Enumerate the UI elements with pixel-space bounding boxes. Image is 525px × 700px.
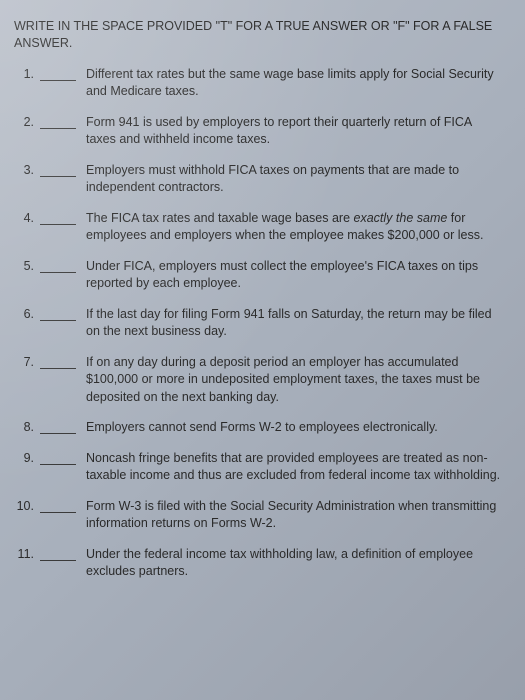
answer-blank[interactable]: [40, 421, 76, 434]
question-text: Under FICA, employers must collect the e…: [86, 258, 507, 293]
answer-blank[interactable]: [40, 308, 76, 321]
answer-blank[interactable]: [40, 500, 76, 513]
answer-blank[interactable]: [40, 116, 76, 129]
question-number: 11.: [14, 546, 40, 564]
answer-blank[interactable]: [40, 212, 76, 225]
question-number: 8.: [14, 419, 40, 437]
question-number: 5.: [14, 258, 40, 276]
question-item: 6. If the last day for filing Form 941 f…: [14, 306, 507, 341]
answer-blank[interactable]: [40, 548, 76, 561]
answer-blank[interactable]: [40, 260, 76, 273]
question-text: The FICA tax rates and taxable wage base…: [86, 210, 507, 245]
question-number: 4.: [14, 210, 40, 228]
question-item: 4. The FICA tax rates and taxable wage b…: [14, 210, 507, 245]
answer-blank[interactable]: [40, 452, 76, 465]
question-item: 2. Form 941 is used by employers to repo…: [14, 114, 507, 149]
question-text: Noncash fringe benefits that are provide…: [86, 450, 507, 485]
question-text: Employers must withhold FICA taxes on pa…: [86, 162, 507, 197]
question-text: If on any day during a deposit period an…: [86, 354, 507, 407]
question-item: 3. Employers must withhold FICA taxes on…: [14, 162, 507, 197]
question-number: 3.: [14, 162, 40, 180]
question-number: 2.: [14, 114, 40, 132]
question-item: 5. Under FICA, employers must collect th…: [14, 258, 507, 293]
question-text: Form W-3 is filed with the Social Securi…: [86, 498, 507, 533]
question-number: 7.: [14, 354, 40, 372]
question-text: Different tax rates but the same wage ba…: [86, 66, 507, 101]
question-text: If the last day for filing Form 941 fall…: [86, 306, 507, 341]
question-text: Form 941 is used by employers to report …: [86, 114, 507, 149]
answer-blank[interactable]: [40, 164, 76, 177]
instructions-text: WRITE IN THE SPACE PROVIDED "T" FOR A TR…: [14, 18, 507, 52]
question-item: 8. Employers cannot send Forms W-2 to em…: [14, 419, 507, 437]
question-number: 9.: [14, 450, 40, 468]
answer-blank[interactable]: [40, 68, 76, 81]
question-item: 7. If on any day during a deposit period…: [14, 354, 507, 407]
question-number: 10.: [14, 498, 40, 516]
questions-list: 1. Different tax rates but the same wage…: [14, 66, 507, 581]
question-item: 1. Different tax rates but the same wage…: [14, 66, 507, 101]
question-text: Under the federal income tax withholding…: [86, 546, 507, 581]
question-item: 9. Noncash fringe benefits that are prov…: [14, 450, 507, 485]
question-item: 11. Under the federal income tax withhol…: [14, 546, 507, 581]
question-number: 1.: [14, 66, 40, 84]
answer-blank[interactable]: [40, 356, 76, 369]
question-number: 6.: [14, 306, 40, 324]
question-text: Employers cannot send Forms W-2 to emplo…: [86, 419, 507, 437]
question-item: 10. Form W-3 is filed with the Social Se…: [14, 498, 507, 533]
